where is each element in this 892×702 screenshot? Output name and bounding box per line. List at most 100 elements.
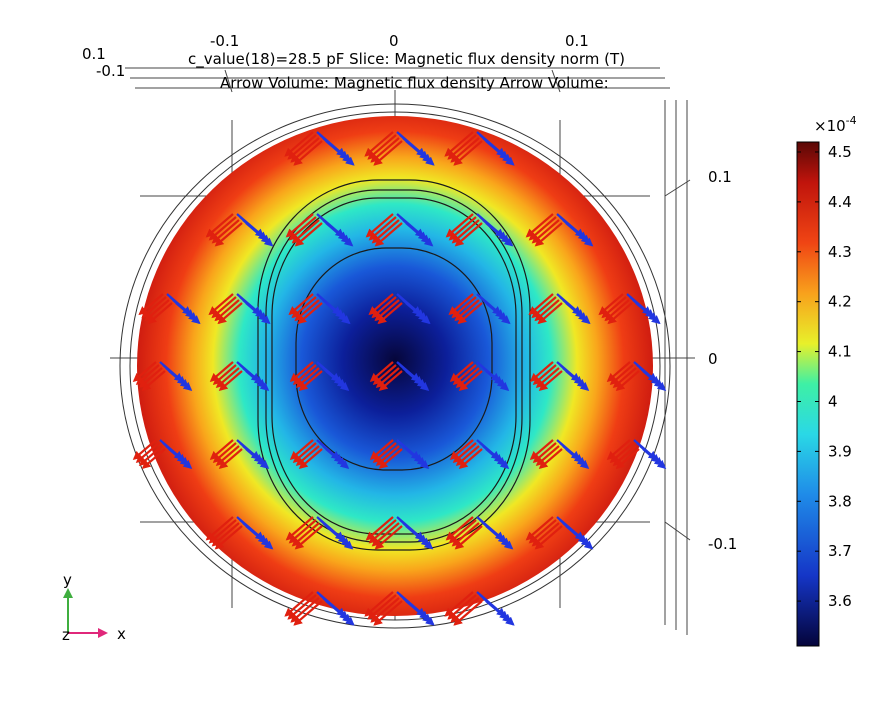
field-arrow: [537, 302, 563, 325]
x-tick-label-zero: 0: [389, 32, 399, 50]
colorbar: 4.5 4.4 4.3 4.2 4.1 4 3.9 3.8 3.7 3.6 ×10-4: [796, 114, 857, 647]
field-arrow: [538, 370, 563, 391]
field-arrow: [214, 525, 243, 550]
field-arrow: [405, 222, 434, 247]
field-arrow: [175, 302, 201, 325]
field-arrow: [141, 370, 166, 391]
field-arrow: [405, 525, 434, 550]
top-left-tick-label-neg: -0.1: [96, 62, 125, 80]
triad-y-label: y: [63, 571, 72, 589]
field-arrow: [214, 222, 243, 247]
field-arrow: [457, 302, 483, 325]
coil-outline-outer: [257, 179, 531, 551]
field-arrow: [373, 600, 403, 626]
y-tick-label-pos: 0.1: [708, 168, 732, 186]
field-arrow: [217, 302, 243, 325]
colorbar-multiplier: ×10-4: [814, 114, 857, 135]
axis-labels: -0.1 0 0.1 0.1 -0.1 c_value(18)=28.5 pF …: [82, 32, 737, 553]
field-arrow: [325, 370, 350, 391]
x-tick-label-pos: 0.1: [565, 32, 589, 50]
field-arrow: [374, 222, 403, 247]
outer-boundary-circle-2: [129, 111, 661, 621]
field-arrow: [485, 448, 510, 469]
field-arrow: [642, 370, 667, 391]
triad-z-label: z: [62, 626, 70, 644]
tick-x-pos: [551, 69, 561, 93]
field-arrow: [405, 302, 431, 325]
field-arrow: [534, 525, 563, 550]
field-arrow: [378, 370, 403, 391]
field-arrow: [325, 448, 350, 469]
field-arrow: [615, 448, 640, 469]
field-arrow: [293, 600, 323, 626]
triad-x-label: x: [117, 625, 126, 643]
field-arrow: [405, 140, 435, 166]
field-arrow: [607, 302, 633, 325]
field-arrow: [615, 370, 640, 391]
field-arrow: [538, 448, 563, 469]
triad-y-arrowhead: [63, 588, 73, 598]
colorbar-tick-label: 4.2: [828, 293, 852, 311]
field-arrow: [378, 448, 403, 469]
field-arrow: [325, 525, 354, 550]
field-arrow: [147, 302, 173, 325]
y-tick-label-zero: 0: [708, 350, 718, 368]
field-arrow: [642, 448, 667, 469]
colorbar-tick-label: 3.9: [828, 442, 852, 460]
y-tick-label-neg: -0.1: [708, 535, 737, 553]
field-arrow: [485, 370, 510, 391]
field-arrow: [325, 600, 355, 626]
field-arrow: [454, 525, 483, 550]
field-arrow: [245, 448, 270, 469]
field-arrow: [297, 302, 323, 325]
field-arrow: [168, 448, 193, 469]
field-arrow: [405, 448, 430, 469]
field-arrow: [485, 302, 511, 325]
field-arrow: [565, 525, 594, 550]
colorbar-exponent: -4: [846, 114, 857, 127]
axis-triad: y x z: [62, 571, 126, 644]
field-arrow: [485, 600, 515, 626]
field-arrow: [294, 525, 323, 550]
field-arrow: [298, 448, 323, 469]
colorbar-tick-label: 4.5: [828, 143, 852, 161]
field-arrow: [565, 302, 591, 325]
field-arrow: [454, 222, 483, 247]
field-arrow: [405, 600, 435, 626]
tick-y-neg: [664, 521, 691, 541]
field-arrow: [635, 302, 661, 325]
top-left-tick-label-pos: 0.1: [82, 45, 106, 63]
field-arrow: [485, 222, 514, 247]
field-arrow: [485, 140, 515, 166]
field-arrow: [325, 140, 355, 166]
field-arrow: [373, 140, 403, 166]
title-line-1: c_value(18)=28.5 pF Slice: Magnetic flux…: [188, 50, 625, 69]
field-arrow: [325, 222, 354, 247]
coil-outline-mid: [265, 189, 523, 543]
core-outline: [295, 247, 493, 471]
colorbar-tick-label: 4.4: [828, 193, 852, 211]
field-arrow: [565, 448, 590, 469]
colorbar-multiplier-base: ×10: [814, 117, 846, 135]
field-arrow: [565, 370, 590, 391]
field-arrow: [168, 370, 193, 391]
field-arrow: [453, 600, 483, 626]
field-arrow: [325, 302, 351, 325]
field-arrow: [218, 370, 243, 391]
colorbar-tick-label: 3.6: [828, 592, 852, 610]
field-arrow: [293, 140, 323, 166]
x-tick-label-neg: -0.1: [210, 32, 239, 50]
field-arrow: [485, 525, 514, 550]
field-arrow: [141, 448, 166, 469]
tick-x-neg: [224, 69, 233, 93]
field-arrow: [565, 222, 594, 247]
geometry-edges: [257, 179, 531, 551]
field-arrow: [405, 370, 430, 391]
field-arrow: [245, 525, 274, 550]
field-arrow: [453, 140, 483, 166]
arrow-volume-layer: [132, 131, 667, 626]
tick-y-pos: [664, 179, 691, 197]
field-arrow: [245, 302, 271, 325]
colorbar-ticks: 4.5 4.4 4.3 4.2 4.1 4 3.9 3.8 3.7 3.6: [797, 143, 852, 610]
